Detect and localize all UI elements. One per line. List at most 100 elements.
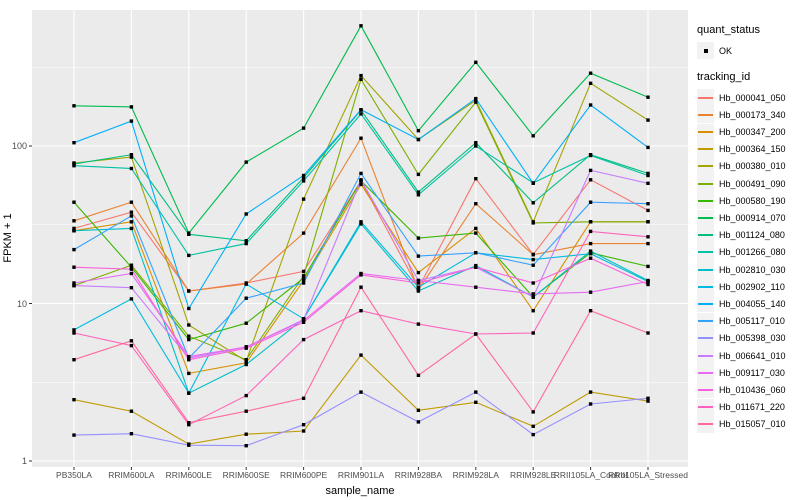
- legend-item: Hb_005117_010: [697, 312, 800, 330]
- legend-key-box: [697, 278, 714, 296]
- legend-color-line-icon: [698, 217, 713, 219]
- legend-item-label: Hb_010436_060: [719, 384, 786, 395]
- legend-item: Hb_000347_200: [697, 123, 800, 141]
- legend-color-line-icon: [698, 302, 713, 305]
- legend-item: Hb_000491_090: [697, 175, 800, 193]
- legend-item: Hb_001266_080: [697, 243, 800, 261]
- legend-key-box: [697, 89, 714, 107]
- legend-key-box: [697, 295, 714, 313]
- legend-key-box: [697, 381, 714, 399]
- legend-item-label: Hb_009117_030: [719, 367, 785, 378]
- legend-key-box: [697, 42, 714, 59]
- legend: quant_status OK tracking_id Hb_000041_05…: [697, 24, 800, 433]
- legend-color-line-icon: [698, 199, 713, 202]
- x-tick-label: RRIM600LE: [165, 470, 212, 480]
- legend-tracking-items: Hb_000041_050 Hb_000173_340 Hb_000347_200 H…: [697, 89, 800, 433]
- legend-key-box: [697, 364, 714, 382]
- legend-key-box: [697, 243, 714, 261]
- legend-item: Hb_000380_010: [697, 157, 800, 175]
- y-axis-title: FPKM + 1: [2, 213, 14, 263]
- legend-color-line-icon: [698, 268, 713, 271]
- x-tick-label: RRIM928BA: [394, 470, 443, 480]
- legend-key-box: [697, 261, 714, 279]
- legend-item: Hb_004055_140: [697, 295, 800, 313]
- legend-item-label: OK: [719, 45, 733, 56]
- legend-item-label: Hb_001266_080: [719, 247, 786, 258]
- legend-color-line-icon: [698, 113, 713, 116]
- legend-item: Hb_002810_030: [697, 261, 800, 279]
- black-point-icon: [704, 49, 708, 53]
- legend-item: Hb_001124_080: [697, 226, 800, 244]
- x-tick-label: RRIM600PE: [279, 470, 328, 480]
- legend-color-line-icon: [698, 148, 713, 151]
- legend-item-label: Hb_000491_090: [719, 178, 786, 189]
- y-tick-label: 1: [21, 456, 27, 466]
- legend-key-box: [697, 175, 714, 193]
- legend-item-label: Hb_005398_030: [719, 333, 786, 344]
- legend-item-label: Hb_002902_110: [719, 281, 785, 292]
- legend-color-line-icon: [698, 234, 713, 237]
- legend-key-box: [697, 192, 714, 210]
- legend-item-label: Hb_000364_150: [719, 144, 786, 155]
- legend-item: Hb_011671_220: [697, 398, 800, 416]
- legend-item: Hb_000173_340: [697, 106, 800, 124]
- legend-item-label: Hb_000580_190: [719, 195, 786, 206]
- legend-color-line-icon: [698, 354, 713, 357]
- legend-item: Hb_015057_010: [697, 415, 800, 433]
- legend-item: Hb_006641_010: [697, 347, 800, 364]
- y-tick-label: 10: [16, 298, 27, 309]
- legend-quant-status-title: quant_status: [697, 24, 760, 36]
- legend-key-box: [697, 398, 714, 416]
- x-tick-label: RRIM901LA: [337, 470, 385, 480]
- legend-key-box: [697, 312, 714, 330]
- legend-color-line-icon: [698, 285, 713, 288]
- x-tick-label: RRIM928LE: [510, 470, 557, 480]
- legend-color-line-icon: [698, 165, 713, 168]
- legend-item-label: Hb_006641_010: [719, 350, 786, 361]
- legend-key-box: [697, 209, 714, 227]
- x-tick-label: RRII105LA_Stressed: [608, 470, 688, 480]
- legend-key-box: [697, 226, 714, 244]
- legend-color-line-icon: [698, 131, 713, 134]
- legend-item-label: Hb_000041_050: [719, 92, 786, 103]
- legend-item-label: Hb_015057_010: [719, 419, 786, 430]
- legend-item-label: Hb_002810_030: [719, 264, 786, 275]
- legend-color-line-icon: [698, 406, 713, 409]
- legend-item-label: Hb_001124_080: [719, 230, 785, 241]
- legend-key-box: [697, 140, 714, 158]
- legend-item-label: Hb_000347_200: [719, 127, 786, 138]
- legend-color-line-icon: [698, 371, 713, 374]
- legend-key-box: [697, 157, 714, 175]
- y-tick-label: 100: [11, 141, 27, 151]
- legend-tracking-id-title: tracking_id: [697, 71, 751, 84]
- x-tick-label: RRIM600SE: [222, 470, 270, 480]
- legend-item: Hb_009117_030: [697, 364, 800, 382]
- legend-item-ok: OK: [697, 42, 800, 59]
- legend-color-line-icon: [698, 182, 713, 185]
- legend-item: Hb_005398_030: [697, 329, 800, 347]
- legend-color-line-icon: [698, 320, 713, 323]
- legend-color-line-icon: [698, 96, 713, 99]
- legend-key-box: [697, 329, 714, 347]
- legend-item-label: Hb_005117_010: [719, 316, 785, 327]
- legend-item: Hb_000914_070: [697, 209, 800, 227]
- legend-color-line-icon: [698, 388, 713, 391]
- x-tick-label: RRIM928LA: [452, 470, 499, 480]
- x-tick-label: PB350LA: [56, 470, 92, 480]
- legend-color-line-icon: [698, 251, 713, 254]
- legend-item: Hb_002902_110: [697, 278, 800, 296]
- legend-item-label: Hb_000380_010: [719, 161, 786, 172]
- legend-item: Hb_000580_190: [697, 192, 800, 210]
- legend-key-box: [697, 106, 714, 124]
- legend-item: Hb_000041_050: [697, 89, 800, 107]
- legend-color-line-icon: [698, 337, 713, 340]
- legend-item: Hb_010436_060: [697, 381, 800, 399]
- legend-item-label: Hb_011671_220: [719, 402, 785, 413]
- legend-color-line-icon: [698, 423, 713, 426]
- legend-item: Hb_000364_150: [697, 140, 800, 158]
- x-tick-label: RRIM600LA: [108, 470, 155, 480]
- x-tick-label: RRII105LA_Control: [553, 470, 628, 480]
- legend-item-label: Hb_000914_070: [719, 213, 786, 223]
